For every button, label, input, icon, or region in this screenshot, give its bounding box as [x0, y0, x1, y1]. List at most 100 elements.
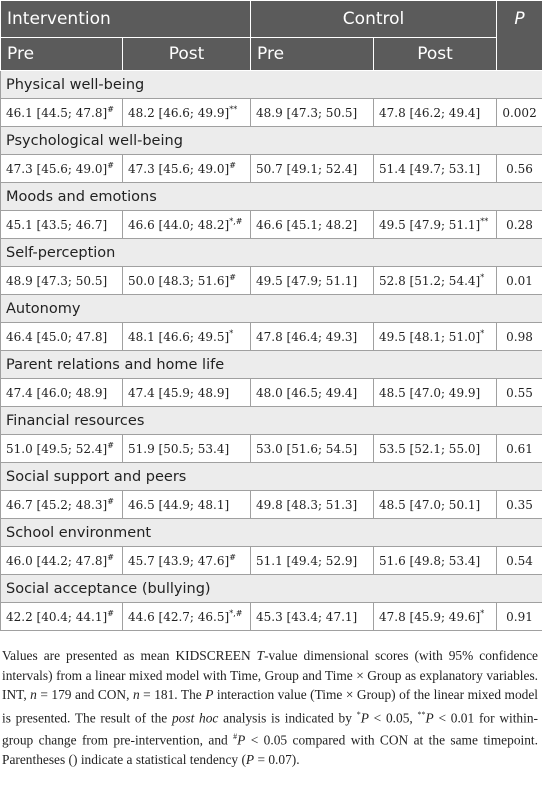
value-cell: 53.5 [52.1; 55.0]	[373, 434, 498, 463]
p-header: P	[496, 0, 542, 71]
value-text: 48.5 [47.0; 49.9]	[379, 385, 481, 400]
value-text: 49.5 [48.1; 51.0]	[379, 330, 481, 344]
significance-mark: *	[229, 329, 234, 338]
p-value: 0.54	[496, 546, 542, 575]
value-cell: 51.9 [50.5; 53.4]	[121, 434, 252, 463]
value-cell: 49.5 [47.9; 51.1]**	[373, 210, 498, 239]
footnote-sup: **	[417, 709, 426, 719]
value-cell: 46.6 [44.0; 48.2]*,#	[121, 210, 252, 239]
value-cell: 46.0 [44.2; 47.8]#	[0, 546, 123, 575]
significance-mark: #	[107, 105, 114, 114]
value-cell: 50.7 [49.1; 52.4]	[250, 154, 375, 183]
footnote-italic: P	[360, 709, 369, 725]
footnote-italic: P	[237, 732, 246, 748]
significance-mark: *	[480, 273, 485, 282]
value-cell: 47.4 [45.9; 48.9]	[121, 378, 252, 407]
section-row: Social support and peers	[0, 462, 542, 491]
footnote-italic: n	[132, 687, 140, 702]
value-cell: 46.7 [45.2; 48.3]#	[0, 490, 123, 519]
value-text: 53.5 [52.1; 55.0]	[379, 441, 481, 456]
value-text: 52.8 [51.2; 54.4]	[379, 274, 481, 288]
subheader: Pre	[250, 37, 375, 71]
footnote-text: = 181. The	[139, 687, 206, 702]
value-text: 51.0 [49.5; 52.4]	[6, 442, 108, 456]
group-header: Intervention	[0, 0, 252, 38]
significance-mark: *,#	[229, 609, 243, 618]
value-text: 49.5 [47.9; 51.1]	[379, 218, 481, 232]
data-row: 47.4 [46.0; 48.9] 47.4 [45.9; 48.9] 48.0 […	[0, 378, 542, 407]
value-text: 45.1 [43.5; 46.7]	[6, 217, 108, 232]
value-cell: 47.3 [45.6; 49.0]#	[0, 154, 123, 183]
footnote-text: -value dimensional scores (with 95% conf…	[2, 648, 538, 702]
p-value: 0.35	[496, 490, 542, 519]
value-cell: 48.5 [47.0; 50.1]	[373, 490, 498, 519]
data-row: 46.7 [45.2; 48.3]# 46.5 [44.9; 48.1] 49.8 …	[0, 490, 542, 519]
significance-mark: #	[229, 273, 236, 282]
p-value: 0.61	[496, 434, 542, 463]
data-row: 46.0 [44.2; 47.8]# 45.7 [43.9; 47.6]# 51.1…	[0, 546, 542, 575]
value-cell: 49.5 [48.1; 51.0]*	[373, 322, 498, 351]
footnote-text: interaction value (Time × Group) of the …	[2, 687, 539, 725]
value-text: 48.5 [47.0; 50.1]	[379, 497, 481, 512]
footnote-text: < 0.05,	[368, 709, 418, 725]
value-text: 46.5 [44.9; 48.1]	[128, 497, 230, 512]
section-label: Financial resources	[0, 406, 542, 435]
footnote-italic: T	[256, 648, 265, 663]
value-text: 44.6 [42.7; 46.5]	[128, 610, 230, 624]
section-row: Autonomy	[0, 294, 542, 323]
p-value: 0.01	[496, 266, 542, 295]
section-label: Social acceptance (bullying)	[0, 574, 542, 603]
section-label: Parent relations and home life	[0, 350, 542, 379]
value-text: 51.6 [49.8; 53.4]	[379, 553, 481, 568]
value-cell: 46.6 [45.1; 48.2]	[250, 210, 375, 239]
significance-mark: #	[107, 441, 114, 450]
value-text: 46.1 [44.5; 47.8]	[6, 106, 108, 120]
subheader: Post	[121, 37, 252, 71]
section-row: Physical well-being	[0, 70, 542, 99]
footnote-italic: n	[30, 687, 37, 702]
results-table: Intervention Control P Pre Post Pre Post Ph…	[0, 0, 542, 631]
significance-mark: #	[107, 161, 114, 170]
value-text: 47.8 [46.4; 49.3]	[256, 329, 358, 344]
section-row: Self-perception	[0, 238, 542, 267]
section-row: School environment	[0, 518, 542, 547]
value-text: 51.1 [49.4; 52.9]	[256, 553, 358, 568]
footnote-sup: #	[233, 732, 238, 742]
value-text: 46.4 [45.0; 47.8]	[6, 329, 108, 344]
value-cell: 47.3 [45.6; 49.0]#	[121, 154, 252, 183]
value-cell: 51.6 [49.8; 53.4]	[373, 546, 498, 575]
value-cell: 50.0 [48.3; 51.6]#	[121, 266, 252, 295]
subheader: Pre	[0, 37, 123, 71]
footnote-sup: *	[356, 709, 361, 719]
value-cell: 45.1 [43.5; 46.7]	[0, 210, 123, 239]
value-cell: 44.6 [42.7; 46.5]*,#	[121, 602, 252, 631]
significance-mark: #	[229, 161, 236, 170]
value-text: 50.0 [48.3; 51.6]	[128, 274, 230, 288]
value-cell: 51.0 [49.5; 52.4]#	[0, 434, 123, 463]
footnote-italic: P	[205, 687, 214, 702]
subheader-row: Pre Post Pre Post	[0, 37, 542, 71]
value-cell: 45.3 [43.4; 47.1]	[250, 602, 375, 631]
value-text: 46.7 [45.2; 48.3]	[6, 498, 108, 512]
value-text: 48.9 [47.3; 50.5]	[6, 273, 108, 288]
value-cell: 48.2 [46.6; 49.9]**	[121, 98, 252, 127]
p-value: 0.56	[496, 154, 542, 183]
section-label: Psychological well-being	[0, 126, 542, 155]
significance-mark: **	[480, 217, 489, 226]
value-cell: 47.8 [45.9; 49.6]*	[373, 602, 498, 631]
significance-mark: *	[480, 609, 485, 618]
value-text: 53.0 [51.6; 54.5]	[256, 441, 358, 456]
section-row: Social acceptance (bullying)	[0, 574, 542, 603]
value-cell: 51.4 [49.7; 53.1]	[373, 154, 498, 183]
value-text: 47.3 [45.6; 49.0]	[128, 162, 230, 176]
section-row: Psychological well-being	[0, 126, 542, 155]
value-text: 50.7 [49.1; 52.4]	[256, 161, 358, 176]
significance-mark: *	[480, 329, 485, 338]
value-text: 49.8 [48.3; 51.3]	[256, 497, 358, 512]
section-row: Parent relations and home life	[0, 350, 542, 379]
value-text: 48.1 [46.6; 49.5]	[128, 330, 230, 344]
data-row: 46.1 [44.5; 47.8]# 48.2 [46.6; 49.9]** 48.…	[0, 98, 542, 127]
section-row: Financial resources	[0, 406, 542, 435]
value-cell: 49.8 [48.3; 51.3]	[250, 490, 375, 519]
